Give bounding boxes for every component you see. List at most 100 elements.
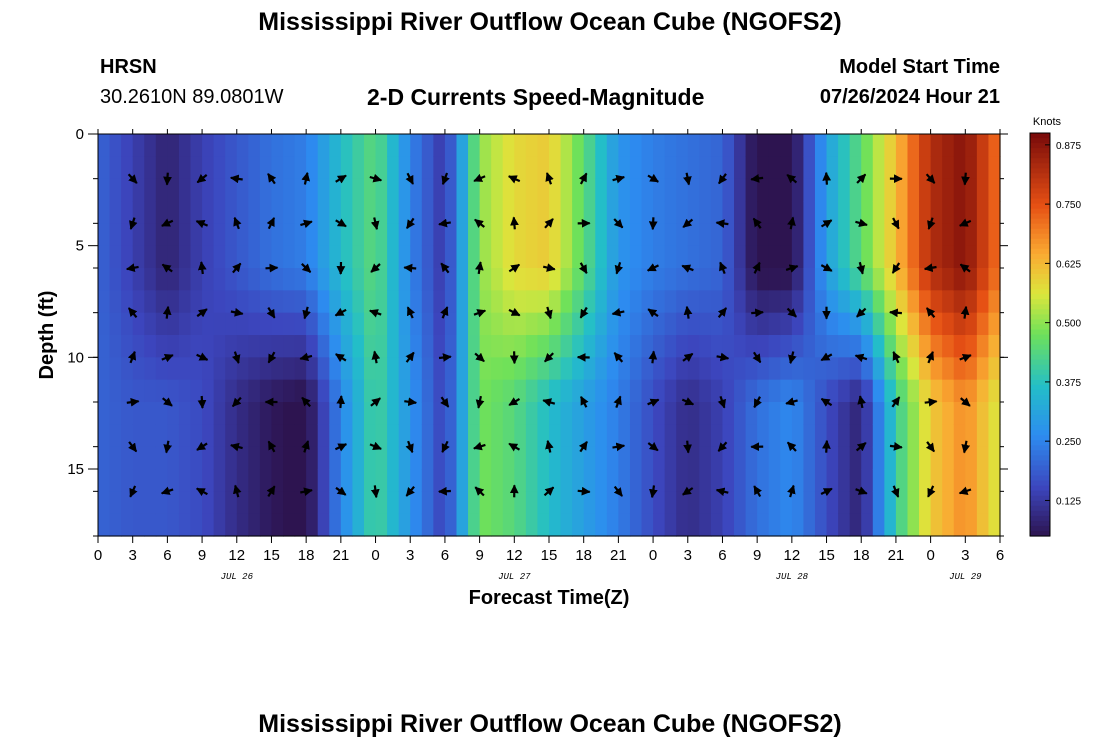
x-tick-label: 18 <box>853 547 870 564</box>
heatmap-cell <box>98 513 111 537</box>
current-vector <box>923 263 937 273</box>
heatmap-cell <box>872 379 885 403</box>
heatmap-cell <box>375 156 388 180</box>
heatmap-cell <box>629 469 643 492</box>
heatmap-cell <box>398 469 411 492</box>
heatmap-cell <box>641 446 654 470</box>
heatmap-cell <box>236 312 249 336</box>
heatmap-cell <box>907 357 920 381</box>
heatmap-cell <box>144 312 157 336</box>
heatmap-cell <box>144 491 157 515</box>
colorbar-segment <box>1030 208 1050 215</box>
heatmap-cell <box>595 513 608 537</box>
heatmap-cell <box>306 178 319 202</box>
heatmap-cell <box>225 424 238 448</box>
heatmap-cell <box>734 424 747 448</box>
heatmap-cell <box>502 245 515 269</box>
heatmap-cell <box>722 268 735 291</box>
x-tick-label: 15 <box>263 547 280 564</box>
colorbar-segment <box>1030 183 1050 190</box>
current-vector <box>370 397 381 407</box>
current-vector <box>163 440 173 454</box>
heatmap-cell <box>814 268 828 291</box>
heatmap-cell <box>468 335 481 358</box>
heatmap-cell <box>294 402 307 425</box>
heatmap-cell <box>340 178 354 202</box>
heatmap-cell <box>202 357 215 381</box>
heatmap-cell <box>387 357 400 381</box>
colorbar-tick-label: 0.250 <box>1056 437 1081 448</box>
heatmap-cell <box>814 357 828 381</box>
current-vector <box>129 485 138 498</box>
current-vector <box>370 217 380 231</box>
current-vector <box>129 217 138 230</box>
colorbar-segment <box>1030 364 1050 371</box>
heatmap-cell <box>444 446 458 470</box>
heatmap-cell <box>791 312 805 336</box>
heatmap-cell <box>398 379 411 403</box>
heatmap-cell <box>976 357 990 381</box>
colorbar-segment <box>1030 349 1050 356</box>
heatmap-cell <box>155 290 168 314</box>
current-vector <box>611 307 625 317</box>
colorbar-segment <box>1030 223 1050 230</box>
heatmap-cell <box>98 201 111 224</box>
heatmap-cell <box>456 290 469 314</box>
heatmap-cell <box>757 469 770 492</box>
heatmap-cell <box>953 156 966 180</box>
heatmap-cell <box>387 446 400 470</box>
heatmap-cell <box>98 290 111 314</box>
heatmap-cell <box>259 312 273 336</box>
heatmap-cell <box>98 335 111 358</box>
heatmap-cell <box>768 491 781 515</box>
current-vector <box>961 440 971 454</box>
heatmap-cell <box>884 513 897 537</box>
heatmap-cell <box>676 424 689 448</box>
heatmap-cell <box>942 134 955 157</box>
heatmap-cell <box>734 469 747 492</box>
current-vector <box>334 443 348 452</box>
heatmap-cell <box>514 290 527 314</box>
heatmap-cell <box>560 446 573 470</box>
current-vector <box>681 264 694 273</box>
heatmap-cell <box>236 268 249 291</box>
colorbar-segment <box>1030 525 1050 532</box>
current-vector <box>718 173 728 185</box>
heatmap-cell <box>629 446 643 470</box>
heatmap-cell <box>549 469 562 492</box>
current-vector <box>855 218 868 228</box>
heatmap-cell <box>109 290 122 314</box>
heatmap-cell <box>236 156 249 180</box>
heatmap-cell <box>502 268 515 291</box>
heatmap-cell <box>814 379 828 403</box>
heatmap-cell <box>317 491 330 515</box>
heatmap-cell <box>433 290 446 314</box>
heatmap-cell <box>514 469 527 492</box>
heatmap-cell <box>664 424 677 448</box>
colorbar-segment <box>1030 218 1050 225</box>
heatmap-cell <box>98 134 111 157</box>
heatmap-cell <box>606 513 619 537</box>
heatmap-cell <box>225 491 238 515</box>
heatmap-cell <box>294 379 307 403</box>
heatmap-cell <box>572 513 585 537</box>
heatmap-cell <box>849 245 862 269</box>
heatmap-cell <box>491 312 504 336</box>
heatmap-cell <box>109 201 122 224</box>
heatmap-cell <box>595 201 608 224</box>
heatmap-cell <box>606 245 619 269</box>
current-vector <box>646 263 659 272</box>
heatmap-cell <box>190 491 203 515</box>
heatmap-cell <box>525 402 539 425</box>
heatmap-cell <box>363 357 377 381</box>
heatmap-cell <box>595 335 608 358</box>
heatmap-cell <box>722 245 735 269</box>
heatmap-cell <box>132 201 145 224</box>
heatmap-cell <box>780 513 793 537</box>
current-vector <box>613 218 624 229</box>
heatmap-cell <box>387 268 400 291</box>
heatmap-cell <box>537 446 550 470</box>
heatmap-cell <box>768 357 781 381</box>
current-vector <box>787 216 796 230</box>
heatmap-cell <box>629 223 643 247</box>
